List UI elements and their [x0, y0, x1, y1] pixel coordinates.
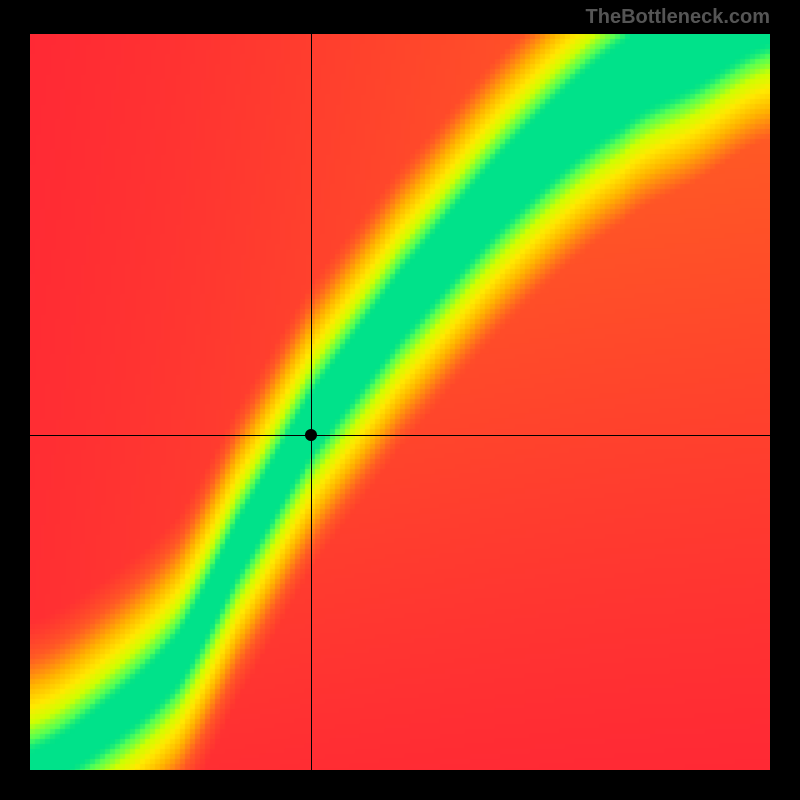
- chart-container: TheBottleneck.com: [0, 0, 800, 800]
- heatmap-canvas: [30, 34, 770, 770]
- watermark-text: TheBottleneck.com: [586, 6, 770, 29]
- crosshair-vertical: [311, 34, 312, 770]
- marker-dot: [305, 429, 317, 441]
- crosshair-horizontal: [30, 435, 770, 436]
- plot-area: [30, 34, 770, 770]
